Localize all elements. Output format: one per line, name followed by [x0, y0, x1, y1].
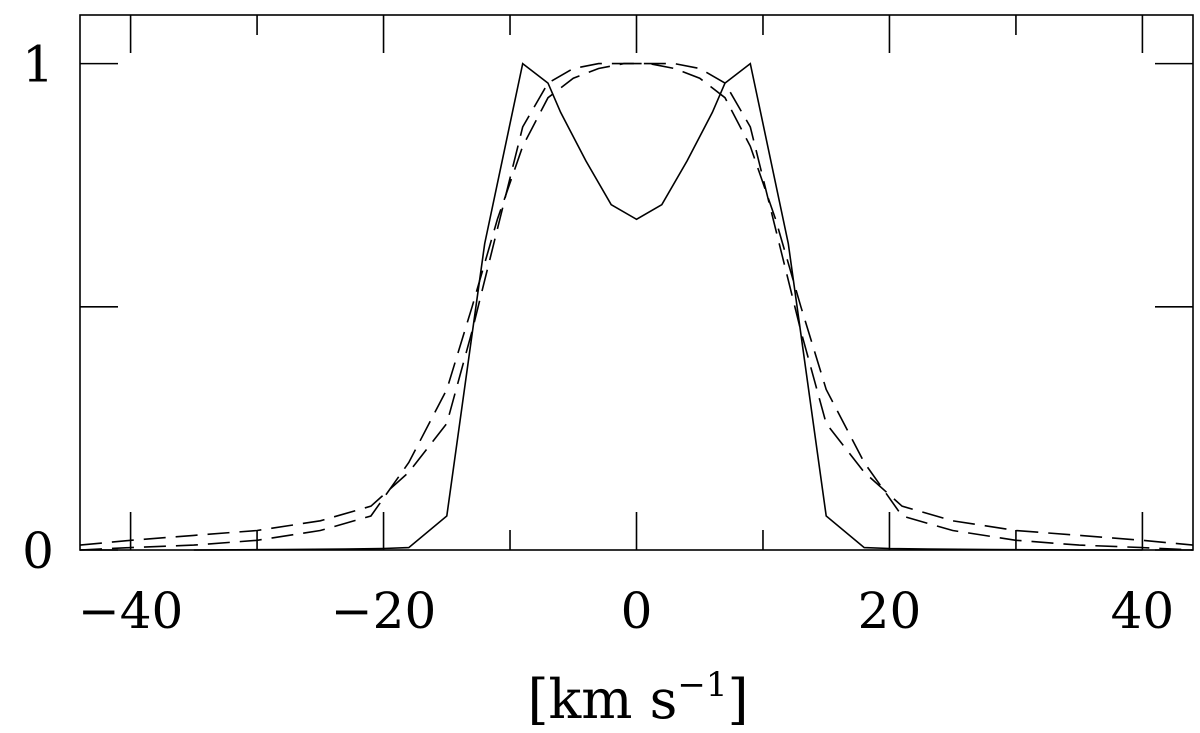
- x-tick-label: 0: [621, 582, 653, 640]
- x-tick-label: 40: [1111, 582, 1175, 640]
- x-axis-label-close: ]: [727, 668, 748, 731]
- x-axis-label-exponent: −1: [677, 665, 727, 705]
- series-line-2: [79, 62, 1194, 546]
- series-line-3: [79, 62, 1194, 551]
- x-axis-label: [km s−1]: [527, 665, 748, 731]
- series-line-1: [193, 62, 1143, 551]
- x-tick-label: 20: [858, 582, 922, 640]
- y-tick-label: 1: [22, 36, 54, 94]
- plot-frame: [79, 14, 1194, 551]
- x-tick-label: −40: [78, 582, 184, 640]
- axis-ticks: [80, 15, 1193, 551]
- series-group: [79, 62, 1194, 551]
- plot-border: [79, 14, 1194, 551]
- tick-labels: −40 −20 0 20 40 0 1: [22, 36, 1174, 640]
- y-tick-label: 0: [22, 522, 54, 580]
- x-axis-label-main: [km s: [527, 668, 677, 731]
- x-tick-label: −20: [331, 582, 437, 640]
